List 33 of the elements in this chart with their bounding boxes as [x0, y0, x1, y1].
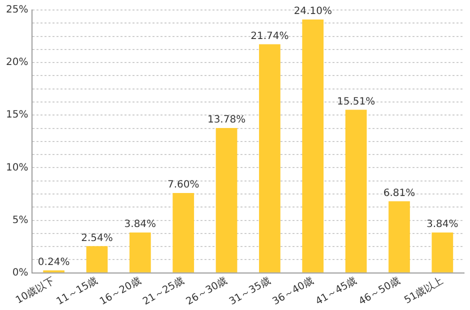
data-label: 3.84%: [124, 219, 156, 230]
x-tick-label: 36～40歳: [270, 274, 316, 308]
data-label: 6.81%: [383, 188, 416, 199]
y-tick-label: 10%: [6, 162, 28, 174]
x-tick-label: 46～50歳: [356, 274, 402, 308]
x-tick-label: 16～20歳: [98, 274, 143, 308]
bar: [432, 232, 454, 272]
data-label: 15.51%: [336, 96, 376, 108]
y-tick-label: 15%: [6, 110, 28, 121]
x-tick-label: 21～25歳: [140, 274, 186, 308]
y-tick-label: 25%: [6, 4, 28, 16]
x-tick-label: 51歳以上: [402, 274, 446, 306]
data-label: 24.10%: [294, 6, 332, 18]
data-label: 0.24%: [38, 256, 70, 268]
bar: [172, 192, 194, 272]
x-tick-label: 41～45歳: [313, 274, 359, 308]
bar: [86, 246, 108, 272]
y-tick-label: 5%: [12, 214, 28, 226]
data-label: 7.60%: [167, 180, 200, 191]
bar: [129, 232, 151, 272]
bar: [259, 44, 280, 272]
data-label: 3.84%: [426, 219, 458, 230]
y-tick-label: 20%: [6, 57, 28, 68]
x-tick-label: 31～35歳: [227, 274, 272, 308]
data-label: 21.74%: [250, 30, 289, 42]
bar: [388, 201, 410, 272]
data-label: 13.78%: [207, 114, 246, 126]
bar: [216, 128, 238, 272]
data-label: 2.54%: [81, 232, 113, 244]
bar: [302, 19, 324, 272]
bar: [345, 110, 367, 272]
x-tick-label: 11～15歳: [54, 274, 100, 308]
x-tick-label: 26～30歳: [184, 274, 230, 308]
